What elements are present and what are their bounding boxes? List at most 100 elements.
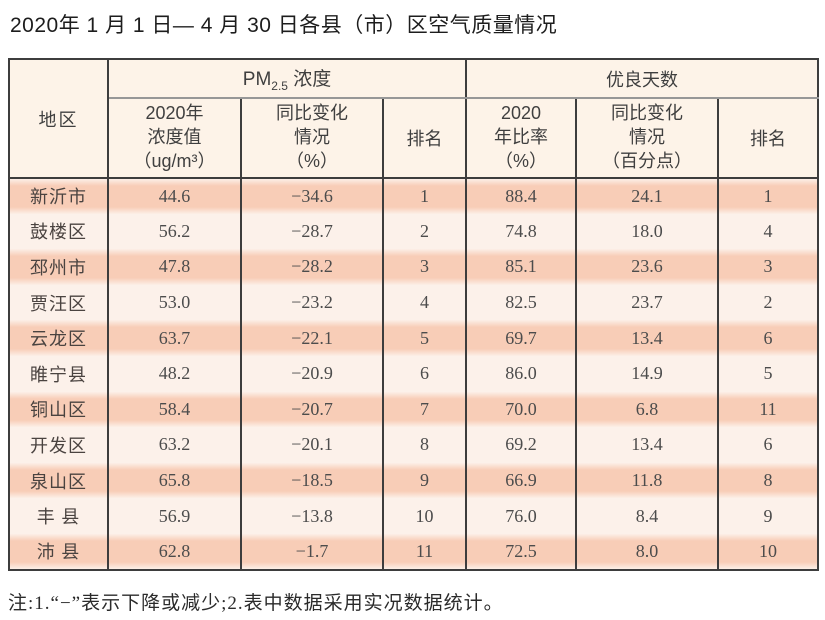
cell-pm-change: −20.7 xyxy=(240,391,384,428)
cell-days-ratio: 72.5 xyxy=(465,533,577,570)
cell-days-rank: 5 xyxy=(716,355,820,392)
cell-days-rank: 3 xyxy=(716,249,820,285)
table-row: 铜山区 58.4 −20.7 7 70.0 6.8 11 xyxy=(8,391,820,428)
cell-days-ratio: 70.0 xyxy=(465,391,577,428)
table-row: 开发区 63.2 −20.1 8 69.2 13.4 6 xyxy=(8,427,820,463)
page-title: 2020年 1 月 1 日— 4 月 30 日各县（市）区空气质量情况 xyxy=(10,14,558,37)
cell-days-change: 23.6 xyxy=(575,249,719,285)
header-days-change: 同比变化 情况 （百分点） xyxy=(575,98,719,179)
header-days-ratio: 2020 年比率 （%） xyxy=(465,98,577,179)
header-group-good-days: 优良天数 xyxy=(464,59,820,99)
table-row: 沛 县 62.8 −1.7 11 72.5 8.0 10 xyxy=(8,533,820,570)
cell-days-change: 13.4 xyxy=(575,427,719,463)
cell-pm-rank: 8 xyxy=(382,427,467,463)
cell-pm-change: −1.7 xyxy=(240,533,384,570)
cell-region: 云龙区 xyxy=(8,320,109,356)
cell-days-rank: 2 xyxy=(716,284,820,321)
cell-pm-change: −18.5 xyxy=(240,462,384,499)
cell-pm-value: 62.8 xyxy=(107,533,242,570)
table-row: 云龙区 63.7 −22.1 5 69.7 13.4 6 xyxy=(8,320,820,356)
cell-days-change: 6.8 xyxy=(575,391,719,428)
cell-pm-rank: 2 xyxy=(382,213,467,250)
cell-days-change: 24.1 xyxy=(575,178,719,214)
cell-days-ratio: 69.7 xyxy=(465,320,577,356)
header-pm-value: 2020年 浓度值 （ug/m³） xyxy=(107,98,242,179)
cell-days-ratio: 69.2 xyxy=(465,427,577,463)
cell-days-ratio: 88.4 xyxy=(465,178,577,214)
cell-days-rank: 11 xyxy=(716,391,820,428)
air-quality-table: 地区 PM2.5 浓度 优良天数 2020年 浓度值 （ug/m³） 同比变化 … xyxy=(8,58,820,571)
cell-region: 开发区 xyxy=(8,427,109,463)
cell-days-rank: 10 xyxy=(716,533,820,570)
cell-region: 睢宁县 xyxy=(8,355,109,392)
cell-days-ratio: 74.8 xyxy=(465,213,577,250)
cell-region: 鼓楼区 xyxy=(8,213,109,250)
cell-pm-change: −28.2 xyxy=(240,249,384,285)
cell-pm-value: 56.2 xyxy=(107,213,242,250)
cell-days-change: 11.8 xyxy=(575,462,719,499)
table-row: 新沂市 44.6 −34.6 1 88.4 24.1 1 xyxy=(8,178,820,214)
cell-pm-rank: 10 xyxy=(382,498,467,534)
cell-days-rank: 4 xyxy=(716,213,820,250)
header-pm-rank: 排名 xyxy=(382,98,467,179)
cell-days-rank: 6 xyxy=(716,427,820,463)
table-row: 鼓楼区 56.2 −28.7 2 74.8 18.0 4 xyxy=(8,213,820,250)
cell-pm-rank: 1 xyxy=(382,178,467,214)
table-row: 睢宁县 48.2 −20.9 6 86.0 14.9 5 xyxy=(8,355,820,392)
cell-days-ratio: 85.1 xyxy=(465,249,577,285)
cell-pm-change: −34.6 xyxy=(240,178,384,214)
cell-pm-rank: 4 xyxy=(382,284,467,321)
cell-pm-rank: 7 xyxy=(382,391,467,428)
cell-pm-rank: 6 xyxy=(382,355,467,392)
cell-days-change: 14.9 xyxy=(575,355,719,392)
header-days-rank: 排名 xyxy=(716,98,820,179)
cell-pm-value: 47.8 xyxy=(107,249,242,285)
header-group-pm25: PM2.5 浓度 xyxy=(107,59,467,99)
cell-days-change: 13.4 xyxy=(575,320,719,356)
header-region: 地区 xyxy=(8,59,109,179)
cell-pm-change: −13.8 xyxy=(240,498,384,534)
table-body: 新沂市 44.6 −34.6 1 88.4 24.1 1 鼓楼区 56.2 −28.7 2 74.8 1… xyxy=(8,178,820,570)
cell-region: 铜山区 xyxy=(8,391,109,428)
cell-pm-change: −22.1 xyxy=(240,320,384,356)
cell-days-ratio: 86.0 xyxy=(465,355,577,392)
cell-days-change: 18.0 xyxy=(575,213,719,250)
cell-pm-value: 48.2 xyxy=(107,355,242,392)
cell-pm-value: 63.7 xyxy=(107,320,242,356)
cell-pm-rank: 5 xyxy=(382,320,467,356)
cell-days-ratio: 82.5 xyxy=(465,284,577,321)
footnote: 注:1.“−”表示下降或减少;2.表中数据采用实况数据统计。 xyxy=(8,593,504,614)
table-header: 地区 PM2.5 浓度 优良天数 2020年 浓度值 （ug/m³） 同比变化 … xyxy=(8,59,820,179)
cell-pm-rank: 11 xyxy=(382,533,467,570)
header-group-row: 地区 PM2.5 浓度 优良天数 xyxy=(8,59,820,179)
cell-pm-change: −20.1 xyxy=(240,427,384,463)
cell-days-change: 23.7 xyxy=(575,284,719,321)
cell-days-rank: 8 xyxy=(716,462,820,499)
header-pm-change: 同比变化 情况 （%） xyxy=(240,98,384,179)
table-row: 丰 县 56.9 −13.8 10 76.0 8.4 9 xyxy=(8,498,820,534)
pm25-subscript: 2.5 xyxy=(271,78,288,93)
table-row: 贾汪区 53.0 −23.2 4 82.5 23.7 2 xyxy=(8,284,820,321)
cell-pm-change: −20.9 xyxy=(240,355,384,392)
header-sub-row: 2020年 浓度值 （ug/m³） 同比变化 情况 （%） 排名 2020 年比… xyxy=(9,98,820,179)
cell-days-rank: 6 xyxy=(716,320,820,356)
cell-days-ratio: 66.9 xyxy=(465,462,577,499)
cell-pm-value: 65.8 xyxy=(107,462,242,499)
cell-days-ratio: 76.0 xyxy=(465,498,577,534)
cell-days-change: 8.4 xyxy=(575,498,719,534)
cell-pm-value: 58.4 xyxy=(107,391,242,428)
cell-pm-value: 63.2 xyxy=(107,427,242,463)
cell-region: 邳州市 xyxy=(8,249,109,285)
cell-region: 丰 县 xyxy=(8,498,109,534)
cell-pm-value: 56.9 xyxy=(107,498,242,534)
cell-days-rank: 9 xyxy=(716,498,820,534)
pm25-label: PM2.5 浓度 xyxy=(242,69,332,93)
cell-pm-value: 44.6 xyxy=(107,178,242,214)
cell-region: 新沂市 xyxy=(8,178,109,214)
cell-days-change: 8.0 xyxy=(575,533,719,570)
cell-pm-change: −23.2 xyxy=(240,284,384,321)
cell-pm-rank: 9 xyxy=(382,462,467,499)
cell-region: 沛 县 xyxy=(8,533,109,570)
table-row: 邳州市 47.8 −28.2 3 85.1 23.6 3 xyxy=(8,249,820,285)
